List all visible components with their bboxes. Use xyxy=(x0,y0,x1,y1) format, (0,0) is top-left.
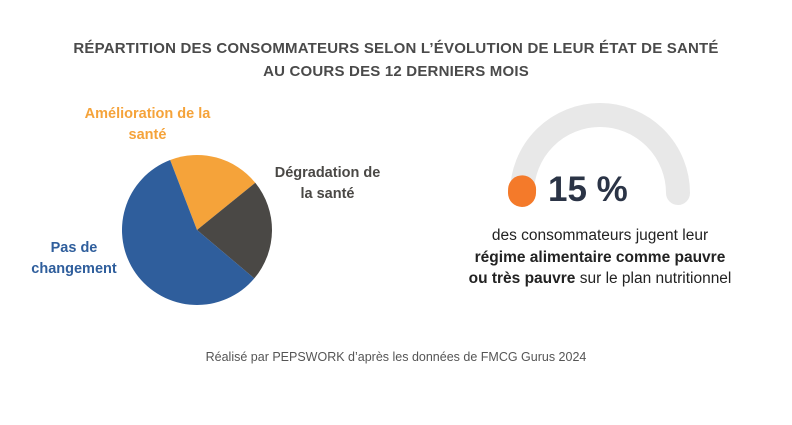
stat-line-1: des consommateurs jugent leur xyxy=(420,225,780,247)
source-note: Réalisé par PEPSWORK d’après les données… xyxy=(0,350,792,364)
stat-value: 15 % xyxy=(548,168,648,212)
stat-line-3-bold: ou très pauvre xyxy=(469,270,576,287)
stat-line-2: régime alimentaire comme pauvre xyxy=(420,247,780,269)
stat-line-3-rest: sur le plan nutritionnel xyxy=(575,270,731,287)
stat-line-3: ou très pauvre sur le plan nutritionnel xyxy=(420,268,780,290)
stat-description: des consommateurs jugent leur régime ali… xyxy=(420,225,780,290)
